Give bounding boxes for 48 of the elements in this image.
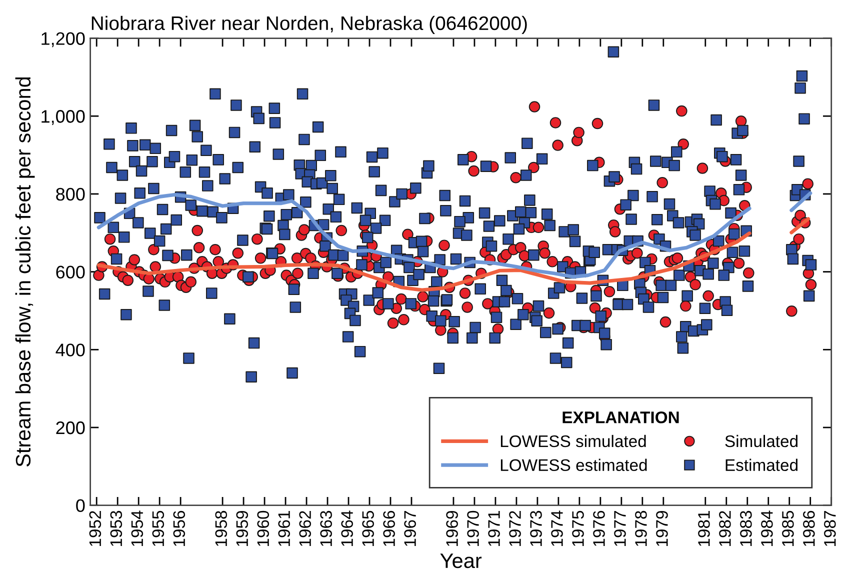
x-tick-label: 1953: [110, 510, 122, 546]
x-tick-label: 1952: [89, 511, 102, 546]
x-tick-label: 1959: [236, 510, 248, 546]
x-tick-label: 1987: [824, 511, 836, 546]
x-tick-label: 1977: [614, 511, 626, 546]
x-tick-label: 1954: [131, 510, 144, 546]
x-tick-label: 1965: [362, 510, 374, 546]
x-tick-label: 1972: [509, 511, 521, 546]
y-tick-label: 400: [56, 344, 85, 356]
y-axis-title: Stream base flow, in cubic feet per second: [15, 77, 35, 467]
x-tick-label: 1962: [299, 511, 312, 546]
x-tick-label: 1981: [698, 511, 710, 546]
legend-label: LOWESS estimated: [500, 458, 647, 472]
legend-label: LOWESS simulated: [500, 434, 646, 448]
legend-label: Simulated: [725, 434, 798, 448]
x-tick-label: 1974: [551, 510, 563, 546]
x-tick-label: 1973: [530, 510, 542, 546]
x-tick-label: 1964: [341, 510, 353, 546]
x-tick-label: 1985: [782, 510, 794, 546]
y-tick-label: 1,000: [42, 110, 85, 125]
x-tick-label: 1958: [215, 510, 228, 546]
legend-title: EXPLANATION: [562, 411, 679, 424]
x-tick-label: 1956: [173, 510, 186, 546]
x-tick-label: 1961: [278, 511, 290, 546]
x-tick-label: 1982: [719, 511, 731, 546]
x-tick-label: 1960: [257, 510, 270, 546]
x-tick-label: 1969: [446, 510, 458, 546]
x-tick-label: 1983: [740, 510, 752, 546]
y-tick-label: 600: [56, 266, 85, 279]
x-tick-label: 1978: [635, 510, 647, 546]
y-tick-label: 200: [56, 421, 85, 434]
x-tick-label: 1976: [593, 510, 605, 546]
x-tick-label: 1967: [404, 511, 416, 546]
x-tick-label: 1986: [803, 510, 815, 546]
x-tick-label: 1979: [656, 510, 668, 546]
x-tick-label: 1970: [467, 510, 479, 546]
x-tick-label: 1963: [320, 510, 332, 546]
y-tick-label: 0: [76, 499, 85, 512]
x-axis-title: Year: [440, 554, 482, 568]
y-tick-label: 1,200: [42, 32, 85, 48]
x-tick-label: 1966: [383, 510, 395, 546]
y-tick-label: 800: [56, 188, 85, 201]
x-tick-label: 1975: [572, 510, 584, 546]
x-tick-label: 1955: [152, 510, 164, 546]
x-tick-label: 1971: [488, 511, 500, 546]
chart-title: Niobrara River near Norden, Nebraska (06462000): [92, 16, 527, 34]
legend-label: Estimated: [726, 458, 798, 472]
x-tick-label: 1984: [761, 510, 773, 546]
